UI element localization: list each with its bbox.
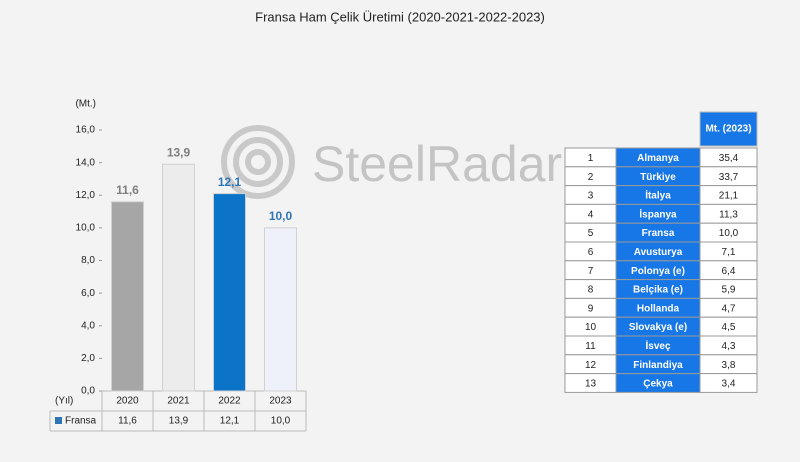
y-tick-label: 6,0 xyxy=(81,288,95,299)
country: İspanya xyxy=(639,207,677,220)
table-value: 12,1 xyxy=(220,416,240,427)
country: İsveç xyxy=(645,339,670,352)
value: 3,4 xyxy=(722,379,736,390)
data-label: 12,1 xyxy=(218,175,242,189)
value: 10,0 xyxy=(719,228,739,239)
rank: 11 xyxy=(585,341,596,352)
data-label: 11,6 xyxy=(116,183,139,197)
y-tick-label: 12,0 xyxy=(76,190,96,201)
y-tick-label: 0,0 xyxy=(81,386,95,397)
country: Avusturya xyxy=(634,247,683,258)
rank: 10 xyxy=(585,322,597,333)
rank: 9 xyxy=(588,303,594,314)
table-value: 13,9 xyxy=(169,416,189,427)
country: Finlandiya xyxy=(633,360,683,371)
table-header: Mt. (2023) xyxy=(705,124,751,135)
value: 5,9 xyxy=(722,285,736,296)
bar xyxy=(264,227,297,392)
rank: 8 xyxy=(588,285,594,296)
y-axis-label: (Mt.) xyxy=(75,99,96,110)
country: Türkiye xyxy=(640,172,676,183)
x-tick-label: 2021 xyxy=(167,396,190,407)
table-header-cell xyxy=(699,111,758,147)
y-tick-label: 10,0 xyxy=(76,223,96,234)
rank: 3 xyxy=(588,191,594,202)
country: Fransa xyxy=(642,228,675,239)
rank: 12 xyxy=(585,360,597,371)
country: Polonya (e) xyxy=(631,266,685,277)
x-tick-label: 2023 xyxy=(269,396,292,407)
rank: 4 xyxy=(588,209,594,220)
value: 7,1 xyxy=(722,247,736,258)
value: 6,4 xyxy=(722,266,736,277)
value: 35,4 xyxy=(719,153,739,164)
rank: 13 xyxy=(585,379,597,390)
data-label: 10,0 xyxy=(269,209,293,223)
country: İtalya xyxy=(645,189,671,202)
x-axis-label: (Yıl) xyxy=(55,396,73,407)
value: 11,3 xyxy=(719,209,738,220)
x-tick-label: 2022 xyxy=(218,396,241,407)
value: 4,5 xyxy=(722,322,736,333)
bar xyxy=(213,193,246,392)
watermark: SteelRadar xyxy=(312,136,562,192)
table-value: 11,6 xyxy=(118,416,137,427)
value: 21,1 xyxy=(719,191,739,202)
y-tick-label: 16,0 xyxy=(76,125,96,136)
value: 33,7 xyxy=(719,172,739,183)
country: Belçika (e) xyxy=(633,285,683,296)
bar xyxy=(111,201,144,392)
table-value: 10,0 xyxy=(271,416,291,427)
y-tick-label: 2,0 xyxy=(81,353,95,364)
rank: 5 xyxy=(588,228,594,239)
y-tick-label: 4,0 xyxy=(81,320,95,331)
legend-marker xyxy=(55,417,62,424)
value: 4,7 xyxy=(722,303,736,314)
chart-title: Fransa Ham Çelik Üretimi (2020-2021-2022… xyxy=(255,9,545,24)
rank: 2 xyxy=(588,172,594,183)
value: 3,8 xyxy=(722,360,736,371)
country: Çekya xyxy=(643,379,673,390)
x-tick-label: 2020 xyxy=(116,396,139,407)
country: Slovakya (e) xyxy=(629,322,687,333)
rank: 1 xyxy=(588,153,594,164)
country: Hollanda xyxy=(637,303,680,314)
table-cell xyxy=(699,373,758,393)
value: 4,3 xyxy=(722,341,736,352)
rank: 7 xyxy=(588,266,594,277)
y-tick-label: 14,0 xyxy=(76,157,96,168)
legend-label: Fransa xyxy=(65,416,97,427)
bar xyxy=(162,163,195,392)
watermark-logo xyxy=(221,125,295,199)
data-label: 13,9 xyxy=(167,145,191,159)
rank: 6 xyxy=(588,247,594,258)
country: Almanya xyxy=(637,153,679,164)
y-tick-label: 8,0 xyxy=(81,255,95,266)
